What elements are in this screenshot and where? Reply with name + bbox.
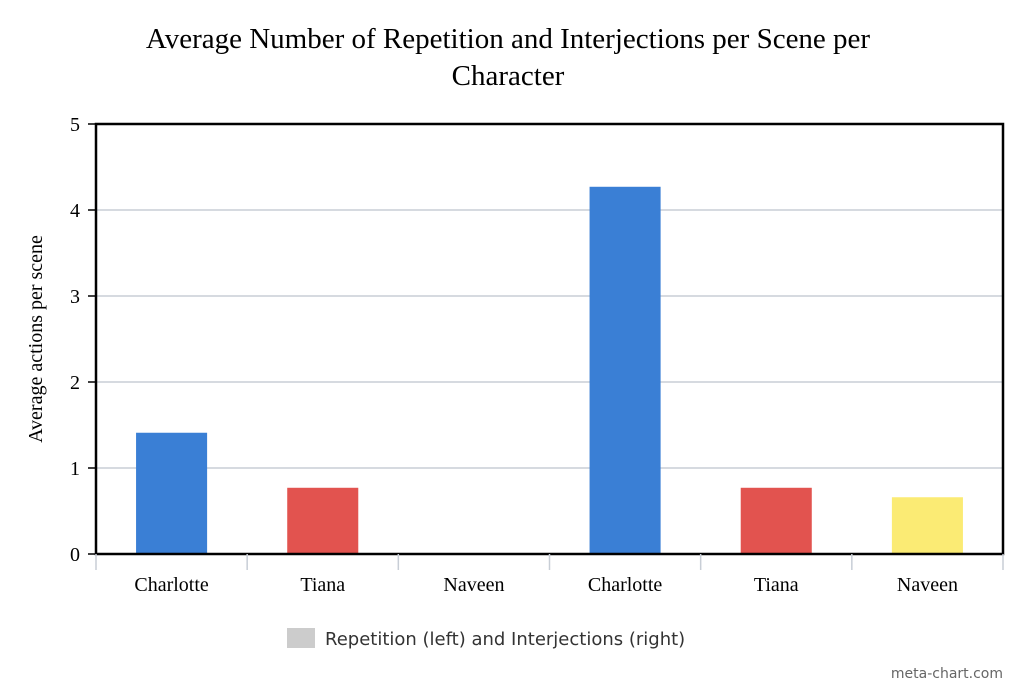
x-tick-label: Charlotte (588, 574, 663, 596)
y-tick-label: 2 (70, 372, 80, 394)
bar[interactable] (891, 497, 963, 554)
x-axis-ticks: Charlotte Tiana Naveen Charlotte Tiana Naveen (95, 554, 1004, 596)
legend-label[interactable]: Repetition (left) and Interjections (rig… (325, 629, 685, 650)
x-tick-label: Charlotte (134, 574, 209, 596)
y-axis-ticks: 0 1 2 3 4 5 (70, 114, 96, 566)
x-tick-label: Naveen (443, 574, 504, 596)
chart-title-line-1: Average Number of Repetition and Interje… (146, 23, 871, 55)
bars (136, 186, 963, 554)
legend-swatch[interactable] (287, 628, 315, 648)
y-tick-label: 0 (70, 544, 80, 566)
x-tick-label: Tiana (300, 574, 345, 596)
credit-text[interactable]: meta-chart.com (891, 666, 1003, 682)
plot-frame (94, 122, 1005, 556)
y-tick-label: 1 (70, 458, 80, 480)
bar[interactable] (136, 432, 208, 554)
legend[interactable]: Repetition (left) and Interjections (rig… (287, 628, 685, 650)
y-tick-label: 5 (70, 114, 80, 136)
bar[interactable] (740, 487, 812, 554)
x-tick-label: Naveen (897, 574, 958, 596)
bar[interactable] (287, 487, 359, 554)
y-axis-label: Average actions per scene (25, 235, 47, 443)
y-tick-label: 4 (70, 200, 80, 222)
gridlines (96, 209, 1003, 469)
x-tick-label: Tiana (754, 574, 799, 596)
chart-title: Average Number of Repetition and Interje… (146, 23, 871, 92)
bar[interactable] (589, 186, 661, 554)
chart-title-line-2: Character (452, 60, 565, 92)
y-tick-label: 3 (70, 286, 80, 308)
